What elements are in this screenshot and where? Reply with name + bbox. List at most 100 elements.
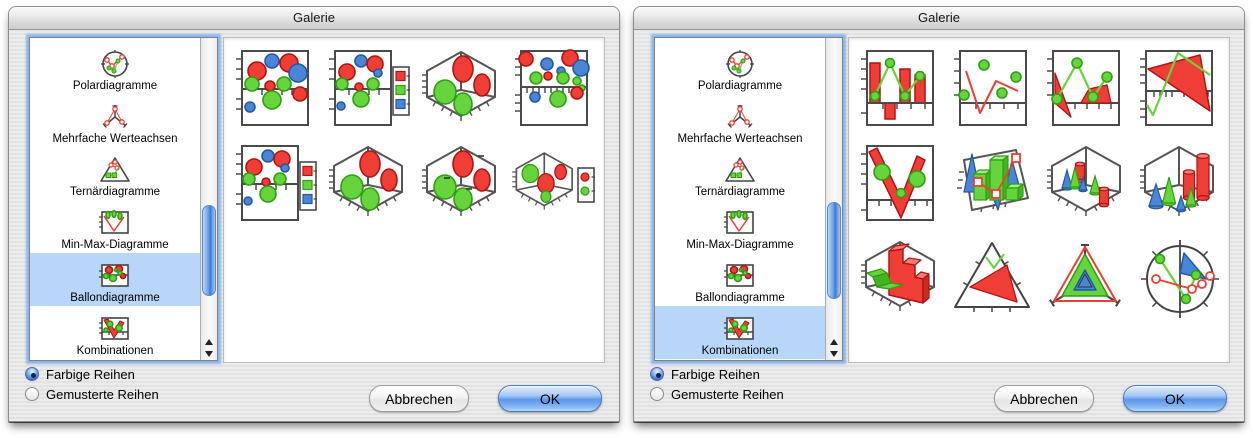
ternary-chart-icon xyxy=(722,151,758,185)
thumbnail-bubble-3d-labels[interactable] xyxy=(415,142,508,237)
scrollbar-track[interactable] xyxy=(201,38,217,336)
sidebar-item-label: Mehrfache Werteachsen xyxy=(677,133,803,145)
minmax-chart-icon xyxy=(97,204,133,238)
thumbnail-combo-3d-cones-large[interactable] xyxy=(1133,142,1226,237)
scrollbar-thumb[interactable] xyxy=(827,201,841,300)
radio-label-colored: Farbige Reihen xyxy=(671,366,760,382)
thumbnail-bubble-2d[interactable] xyxy=(229,47,322,142)
thumbnail-combo-area-line[interactable] xyxy=(1040,47,1133,142)
window-titlebar[interactable]: Galerie xyxy=(9,7,619,30)
radio-button-patterned[interactable] xyxy=(650,387,664,401)
thumbnail-gallery xyxy=(848,37,1230,363)
multi-axes-icon xyxy=(97,98,133,132)
radio-farbige-reihen[interactable]: Farbige Reihen xyxy=(650,364,784,384)
sidebar-item-polardiagramme[interactable]: Polardiagramme xyxy=(655,41,825,94)
sidebar-item-ternaerdiagramme[interactable]: Ternärdiagramme xyxy=(30,147,200,200)
sidebar-item-label: Mehrfache Werteachsen xyxy=(52,133,178,145)
radio-dot xyxy=(30,372,36,378)
sidebar-item-label: Ternärdiagramme xyxy=(694,186,786,198)
window-body: Polardiagramme Mehrfache Werteachsen Ternä… xyxy=(634,30,1244,421)
window-title: Galerie xyxy=(918,10,960,25)
balloon-chart-icon xyxy=(97,257,133,291)
polar-chart-icon xyxy=(97,45,133,79)
radio-farbige-reihen[interactable]: Farbige Reihen xyxy=(25,364,159,384)
thumbnail-combo-3d-steps[interactable] xyxy=(854,237,947,332)
thumbnail-bubble-3d-legend[interactable] xyxy=(508,142,601,237)
thumbnail-combo-3d-bars[interactable] xyxy=(947,142,1040,237)
radio-dot xyxy=(655,372,661,378)
polar-chart-icon xyxy=(722,45,758,79)
thumbnail-combo-line-scatter[interactable] xyxy=(947,47,1040,142)
dialog-actions: Abbrechen OK xyxy=(369,385,602,412)
balloon-chart-icon xyxy=(722,257,758,291)
sidebar-item-ternaerdiagramme[interactable]: Ternärdiagramme xyxy=(655,147,825,200)
radio-gemusterte-reihen[interactable]: Gemusterte Reihen xyxy=(25,384,159,404)
sidebar-item-label: Kombinationen xyxy=(701,345,779,357)
thumbnail-combo-3d-cones-small[interactable] xyxy=(1040,142,1133,237)
scrollbar-track[interactable] xyxy=(826,38,842,336)
thumbnail-bubble-3d[interactable] xyxy=(415,47,508,142)
sidebar-item-min-max-diagramme[interactable]: Min-Max-Diagramme xyxy=(30,200,200,253)
window-body: Polardiagramme Mehrfache Werteachsen Ternä… xyxy=(9,30,619,421)
sidebar-item-label: Ternärdiagramme xyxy=(69,186,161,198)
minmax-chart-icon xyxy=(722,204,758,238)
radio-label-patterned: Gemusterte Reihen xyxy=(46,386,159,402)
scroll-down-button[interactable] xyxy=(826,348,842,360)
thumbnail-gallery xyxy=(223,37,605,363)
sidebar-item-min-max-diagramme[interactable]: Min-Max-Diagramme xyxy=(655,200,825,253)
radio-gemusterte-reihen[interactable]: Gemusterte Reihen xyxy=(650,384,784,404)
thumbnail-bubble-2d-legend[interactable] xyxy=(229,142,322,237)
thumbnail-combo-radar[interactable] xyxy=(1040,237,1133,332)
thumbnail-combo-ternary-area[interactable] xyxy=(947,237,1040,332)
sidebar-item-mehrfache-werteachsen[interactable]: Mehrfache Werteachsen xyxy=(655,94,825,147)
ok-button[interactable]: OK xyxy=(1123,385,1227,412)
window-titlebar[interactable]: Galerie xyxy=(634,7,1244,30)
gallery-dialog-combination: Galerie Polardiagramme Mehrfache Werteach… xyxy=(633,6,1245,422)
chart-category-listbox: Polardiagramme Mehrfache Werteachsen Ternä… xyxy=(654,37,843,361)
scroll-up-button[interactable] xyxy=(201,336,217,348)
chart-category-items: Polardiagramme Mehrfache Werteachsen Ternä… xyxy=(30,38,200,360)
thumbnail-bubble-3d[interactable] xyxy=(322,142,415,237)
arrow-down-icon xyxy=(205,351,213,357)
chart-category-listbox: Polardiagramme Mehrfache Werteachsen Ternä… xyxy=(29,37,218,361)
series-style-options: Farbige Reihen Gemusterte Reihen xyxy=(650,364,784,404)
sidebar-item-label: Ballondiagramme xyxy=(70,292,160,304)
scrollbar[interactable] xyxy=(825,38,842,360)
cancel-button[interactable]: Abbrechen xyxy=(994,385,1094,412)
cancel-button[interactable]: Abbrechen xyxy=(369,385,469,412)
scroll-up-button[interactable] xyxy=(826,336,842,348)
radio-button-colored[interactable] xyxy=(25,367,39,381)
radio-button-colored[interactable] xyxy=(650,367,664,381)
thumbnail-combo-polar[interactable] xyxy=(1133,237,1226,332)
sidebar-item-kombinationen[interactable]: Kombinationen xyxy=(30,306,200,359)
sidebar-item-label: Polardiagramme xyxy=(72,80,158,92)
scrollbar-thumb[interactable] xyxy=(202,204,216,297)
radio-label-patterned: Gemusterte Reihen xyxy=(671,386,784,402)
ok-button[interactable]: OK xyxy=(498,385,602,412)
thumbnail-bubble-2d-dense[interactable] xyxy=(508,47,601,142)
sidebar-item-label: Kombinationen xyxy=(76,345,154,357)
thumbnail-combo-varea-bubbles[interactable] xyxy=(854,142,947,237)
sidebar-item-kombinationen[interactable]: Kombinationen xyxy=(655,306,825,359)
radio-label-colored: Farbige Reihen xyxy=(46,366,135,382)
sidebar-item-ballondiagramme[interactable]: Ballondiagramme xyxy=(30,253,200,306)
thumbnail-bubble-2d-legend[interactable] xyxy=(322,47,415,142)
scrollbar[interactable] xyxy=(200,38,217,360)
window-title: Galerie xyxy=(293,10,335,25)
multi-axes-icon xyxy=(722,98,758,132)
sidebar-item-ballondiagramme[interactable]: Ballondiagramme xyxy=(655,253,825,306)
arrow-down-icon xyxy=(830,351,838,357)
combination-chart-icon xyxy=(722,310,758,344)
sidebar-item-polardiagramme[interactable]: Polardiagramme xyxy=(30,41,200,94)
sidebar-item-label: Min-Max-Diagramme xyxy=(686,239,794,251)
thumbnail-combo-area-big[interactable] xyxy=(1133,47,1226,142)
radio-button-patterned[interactable] xyxy=(25,387,39,401)
sidebar-item-mehrfache-werteachsen[interactable]: Mehrfache Werteachsen xyxy=(30,94,200,147)
arrow-up-icon xyxy=(830,339,838,345)
thumbnail-combo-bar-line[interactable] xyxy=(854,47,947,142)
chart-category-items: Polardiagramme Mehrfache Werteachsen Ternä… xyxy=(655,38,825,360)
sidebar-item-label: Polardiagramme xyxy=(697,80,783,92)
sidebar-item-label: Min-Max-Diagramme xyxy=(61,239,169,251)
scroll-down-button[interactable] xyxy=(201,348,217,360)
